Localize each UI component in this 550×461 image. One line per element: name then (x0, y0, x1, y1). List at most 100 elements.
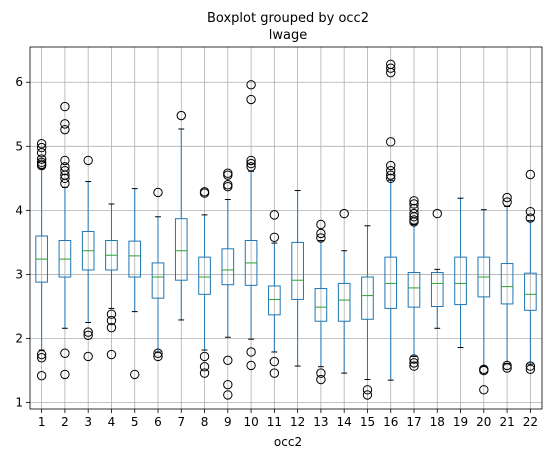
box-group-7 (174, 128, 188, 321)
y-tick-label: 3 (15, 267, 23, 281)
flier-point (316, 228, 326, 239)
flier-point (223, 180, 233, 190)
y-axis-ticks: 1 2 3 4 5 6 (15, 75, 30, 410)
y-tick-label: 1 (15, 396, 23, 410)
flier-point (246, 162, 256, 172)
y-tick-label: 5 (15, 139, 23, 153)
flier-point (316, 233, 326, 243)
flier-point (246, 155, 256, 166)
box-iqr (151, 262, 165, 299)
box-group-5 (128, 188, 142, 313)
x-tick-label: 1 (38, 415, 46, 429)
box-group-11 (268, 242, 281, 353)
flier-point (83, 330, 93, 341)
box-iqr (314, 288, 328, 322)
box-iqr (291, 241, 304, 300)
flier-point (199, 187, 210, 197)
flier-point (153, 348, 163, 358)
flier-point (60, 348, 70, 358)
flier-point (176, 110, 186, 121)
flier-point (223, 168, 233, 178)
flier-point (479, 385, 489, 395)
box-layer (35, 128, 537, 381)
flier-point (386, 137, 396, 147)
x-tick-label: 5 (131, 415, 139, 429)
box-group-20 (477, 209, 491, 367)
x-tick-label: 10 (243, 415, 258, 429)
box-iqr (174, 218, 188, 281)
box-iqr (361, 276, 374, 320)
flier-point (36, 148, 47, 158)
flier-point (106, 315, 117, 326)
flier-point (386, 170, 396, 180)
flier-point (269, 210, 280, 220)
flier-point (386, 59, 396, 69)
box-group-14 (337, 250, 351, 374)
flier-point (223, 390, 233, 400)
flier-point (409, 199, 419, 209)
flier-point (525, 206, 536, 217)
flier-point (386, 160, 396, 171)
chart-title: Boxplot grouped by occ2 (207, 11, 369, 26)
flier-point (246, 347, 256, 357)
flier-layer (36, 59, 536, 400)
x-tick-label: 17 (406, 415, 421, 429)
box-iqr (337, 282, 351, 322)
box-group-8 (198, 214, 211, 351)
flier-point (525, 364, 536, 374)
box-iqr (407, 272, 421, 308)
box-group-22 (524, 220, 537, 365)
x-axis-ticks: 1 2 3 4 5 6 7 8 9 10 11 12 13 14 15 16 17 18 19 20 21 22 (38, 409, 538, 429)
box-iqr (198, 256, 211, 295)
box-group-12 (291, 190, 304, 367)
flier-point (502, 192, 512, 203)
plot-frame (29, 46, 543, 410)
box-iqr (268, 285, 281, 316)
x-tick-label: 6 (154, 415, 162, 429)
flier-point (36, 349, 47, 360)
chart-subtitle: lwage (269, 28, 307, 43)
box-iqr (524, 272, 537, 311)
flier-point (409, 208, 419, 219)
box-group-21 (500, 206, 514, 365)
flier-point (386, 63, 396, 73)
flier-point (246, 80, 256, 90)
flier-point (153, 187, 163, 198)
flier-point (525, 169, 536, 180)
box-group-19 (454, 197, 467, 348)
flier-point (83, 327, 93, 337)
flier-point (36, 139, 47, 149)
x-tick-label: 4 (108, 415, 116, 429)
flier-point (269, 232, 280, 242)
flier-point (525, 213, 536, 223)
flier-point (409, 196, 419, 206)
x-tick-label: 7 (177, 415, 185, 429)
x-tick-label: 12 (290, 415, 305, 429)
x-tick-label: 14 (337, 415, 352, 429)
x-tick-label: 13 (313, 415, 328, 429)
box-group-3 (81, 181, 95, 324)
flier-point (432, 208, 442, 219)
flier-point (409, 354, 419, 364)
y-tick-label: 2 (15, 332, 23, 346)
flier-point (386, 173, 396, 184)
box-group-2 (58, 186, 72, 329)
flier-point (199, 351, 210, 362)
x-tick-label: 19 (453, 415, 468, 429)
box-group-17 (407, 223, 421, 357)
flier-point (36, 142, 47, 153)
flier-point (60, 119, 70, 129)
box-iqr (430, 272, 444, 307)
flier-point (60, 173, 70, 184)
x-tick-label: 8 (201, 415, 209, 429)
flier-point (502, 360, 512, 371)
flier-point (246, 360, 256, 371)
flier-point (199, 362, 210, 372)
box-iqr (500, 263, 514, 305)
flier-point (246, 94, 256, 105)
x-axis-label: occ2 (274, 435, 302, 449)
y-tick-label: 4 (15, 203, 23, 217)
flier-point (409, 358, 419, 368)
box-iqr (454, 256, 467, 306)
